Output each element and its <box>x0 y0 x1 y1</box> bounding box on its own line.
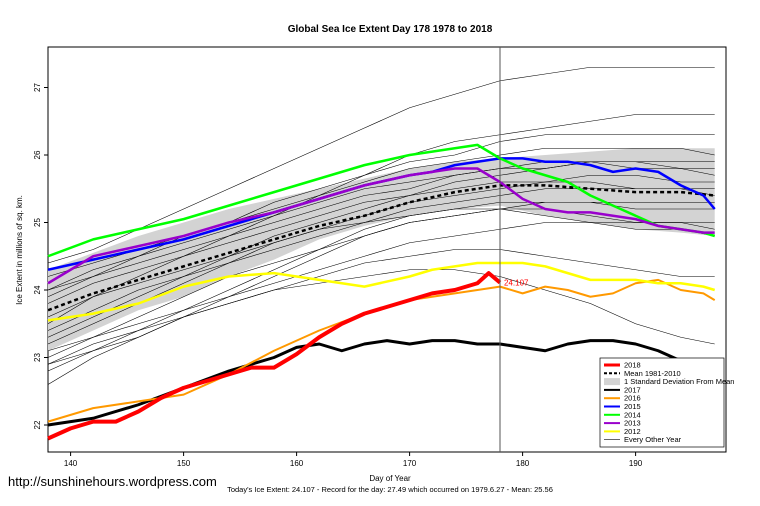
series-line-2013 <box>47 167 715 285</box>
axes: 140 150 160 170 180 190 22 23 24 25 26 27 <box>33 83 643 468</box>
series-line-other-year-13 <box>47 208 715 352</box>
series-line-other-year-9 <box>47 134 715 298</box>
series-line-other-year-2 <box>47 181 715 331</box>
series-line-other-year-12 <box>47 147 715 277</box>
series-line-2015 <box>47 157 716 271</box>
x-tick-label: 160 <box>290 459 304 468</box>
x-axis-label: Day of Year <box>369 474 411 483</box>
x-tick-label: 170 <box>403 459 417 468</box>
legend-label: 2018 <box>624 361 641 370</box>
series-line-2014 <box>47 143 716 258</box>
chart-title: Global Sea Ice Extent Day 178 1978 to 20… <box>288 24 493 35</box>
legend-label: 1 Standard Deviation From Mean <box>624 377 734 386</box>
plot-frame <box>47 46 727 453</box>
y-tick-label: 27 <box>33 83 42 92</box>
series-line-other-year-11 <box>47 161 715 338</box>
current-value-label: 24.107 <box>504 279 529 288</box>
legend-label: 2012 <box>624 427 641 436</box>
legend-swatch <box>604 378 620 386</box>
legend-label: 2017 <box>624 385 641 394</box>
series-line-other-year-6 <box>47 161 715 325</box>
y-axis-label: Ice Extent in millions of sq. km. <box>15 195 24 305</box>
series-line-other-year-16 <box>47 208 715 318</box>
y-tick-label: 24 <box>33 285 42 294</box>
legend-label: 2013 <box>624 419 641 428</box>
series-line-mean-1981-2010 <box>47 184 715 312</box>
legend-label: Every Other Year <box>624 435 682 444</box>
legend-label: Mean 1981-2010 <box>624 369 681 378</box>
y-tick-label: 23 <box>33 353 42 362</box>
series-line-other-year-7 <box>47 66 715 264</box>
series-line-other-year-10 <box>47 249 715 385</box>
legend-label: 2016 <box>624 394 641 403</box>
legend-label: 2014 <box>624 410 641 419</box>
series-line-2018 <box>47 271 502 441</box>
series-line-2012 <box>47 261 716 322</box>
x-tick-label: 180 <box>516 459 530 468</box>
series-line-2017 <box>47 339 715 427</box>
x-tick-label: 190 <box>629 459 643 468</box>
std-dev-band <box>48 148 715 351</box>
footer-text: Today's Ice Extent: 24.107 - Record for … <box>227 485 553 494</box>
watermark-url: http://sunshinehours.wordpress.com <box>8 474 217 489</box>
series-line-other-year-17 <box>47 269 715 365</box>
series-line-other-year-8 <box>47 188 715 345</box>
x-tick-label: 150 <box>177 459 191 468</box>
series-line-other-year-3 <box>47 174 715 304</box>
legend-box <box>599 357 725 448</box>
x-tick-label: 140 <box>64 459 78 468</box>
y-tick-label: 22 <box>33 420 42 429</box>
y-tick-label: 26 <box>33 150 42 159</box>
plot-area <box>47 47 716 452</box>
series-line-other-year-15 <box>47 114 715 291</box>
y-tick-label: 25 <box>33 218 42 227</box>
legend-label: 2015 <box>624 402 641 411</box>
